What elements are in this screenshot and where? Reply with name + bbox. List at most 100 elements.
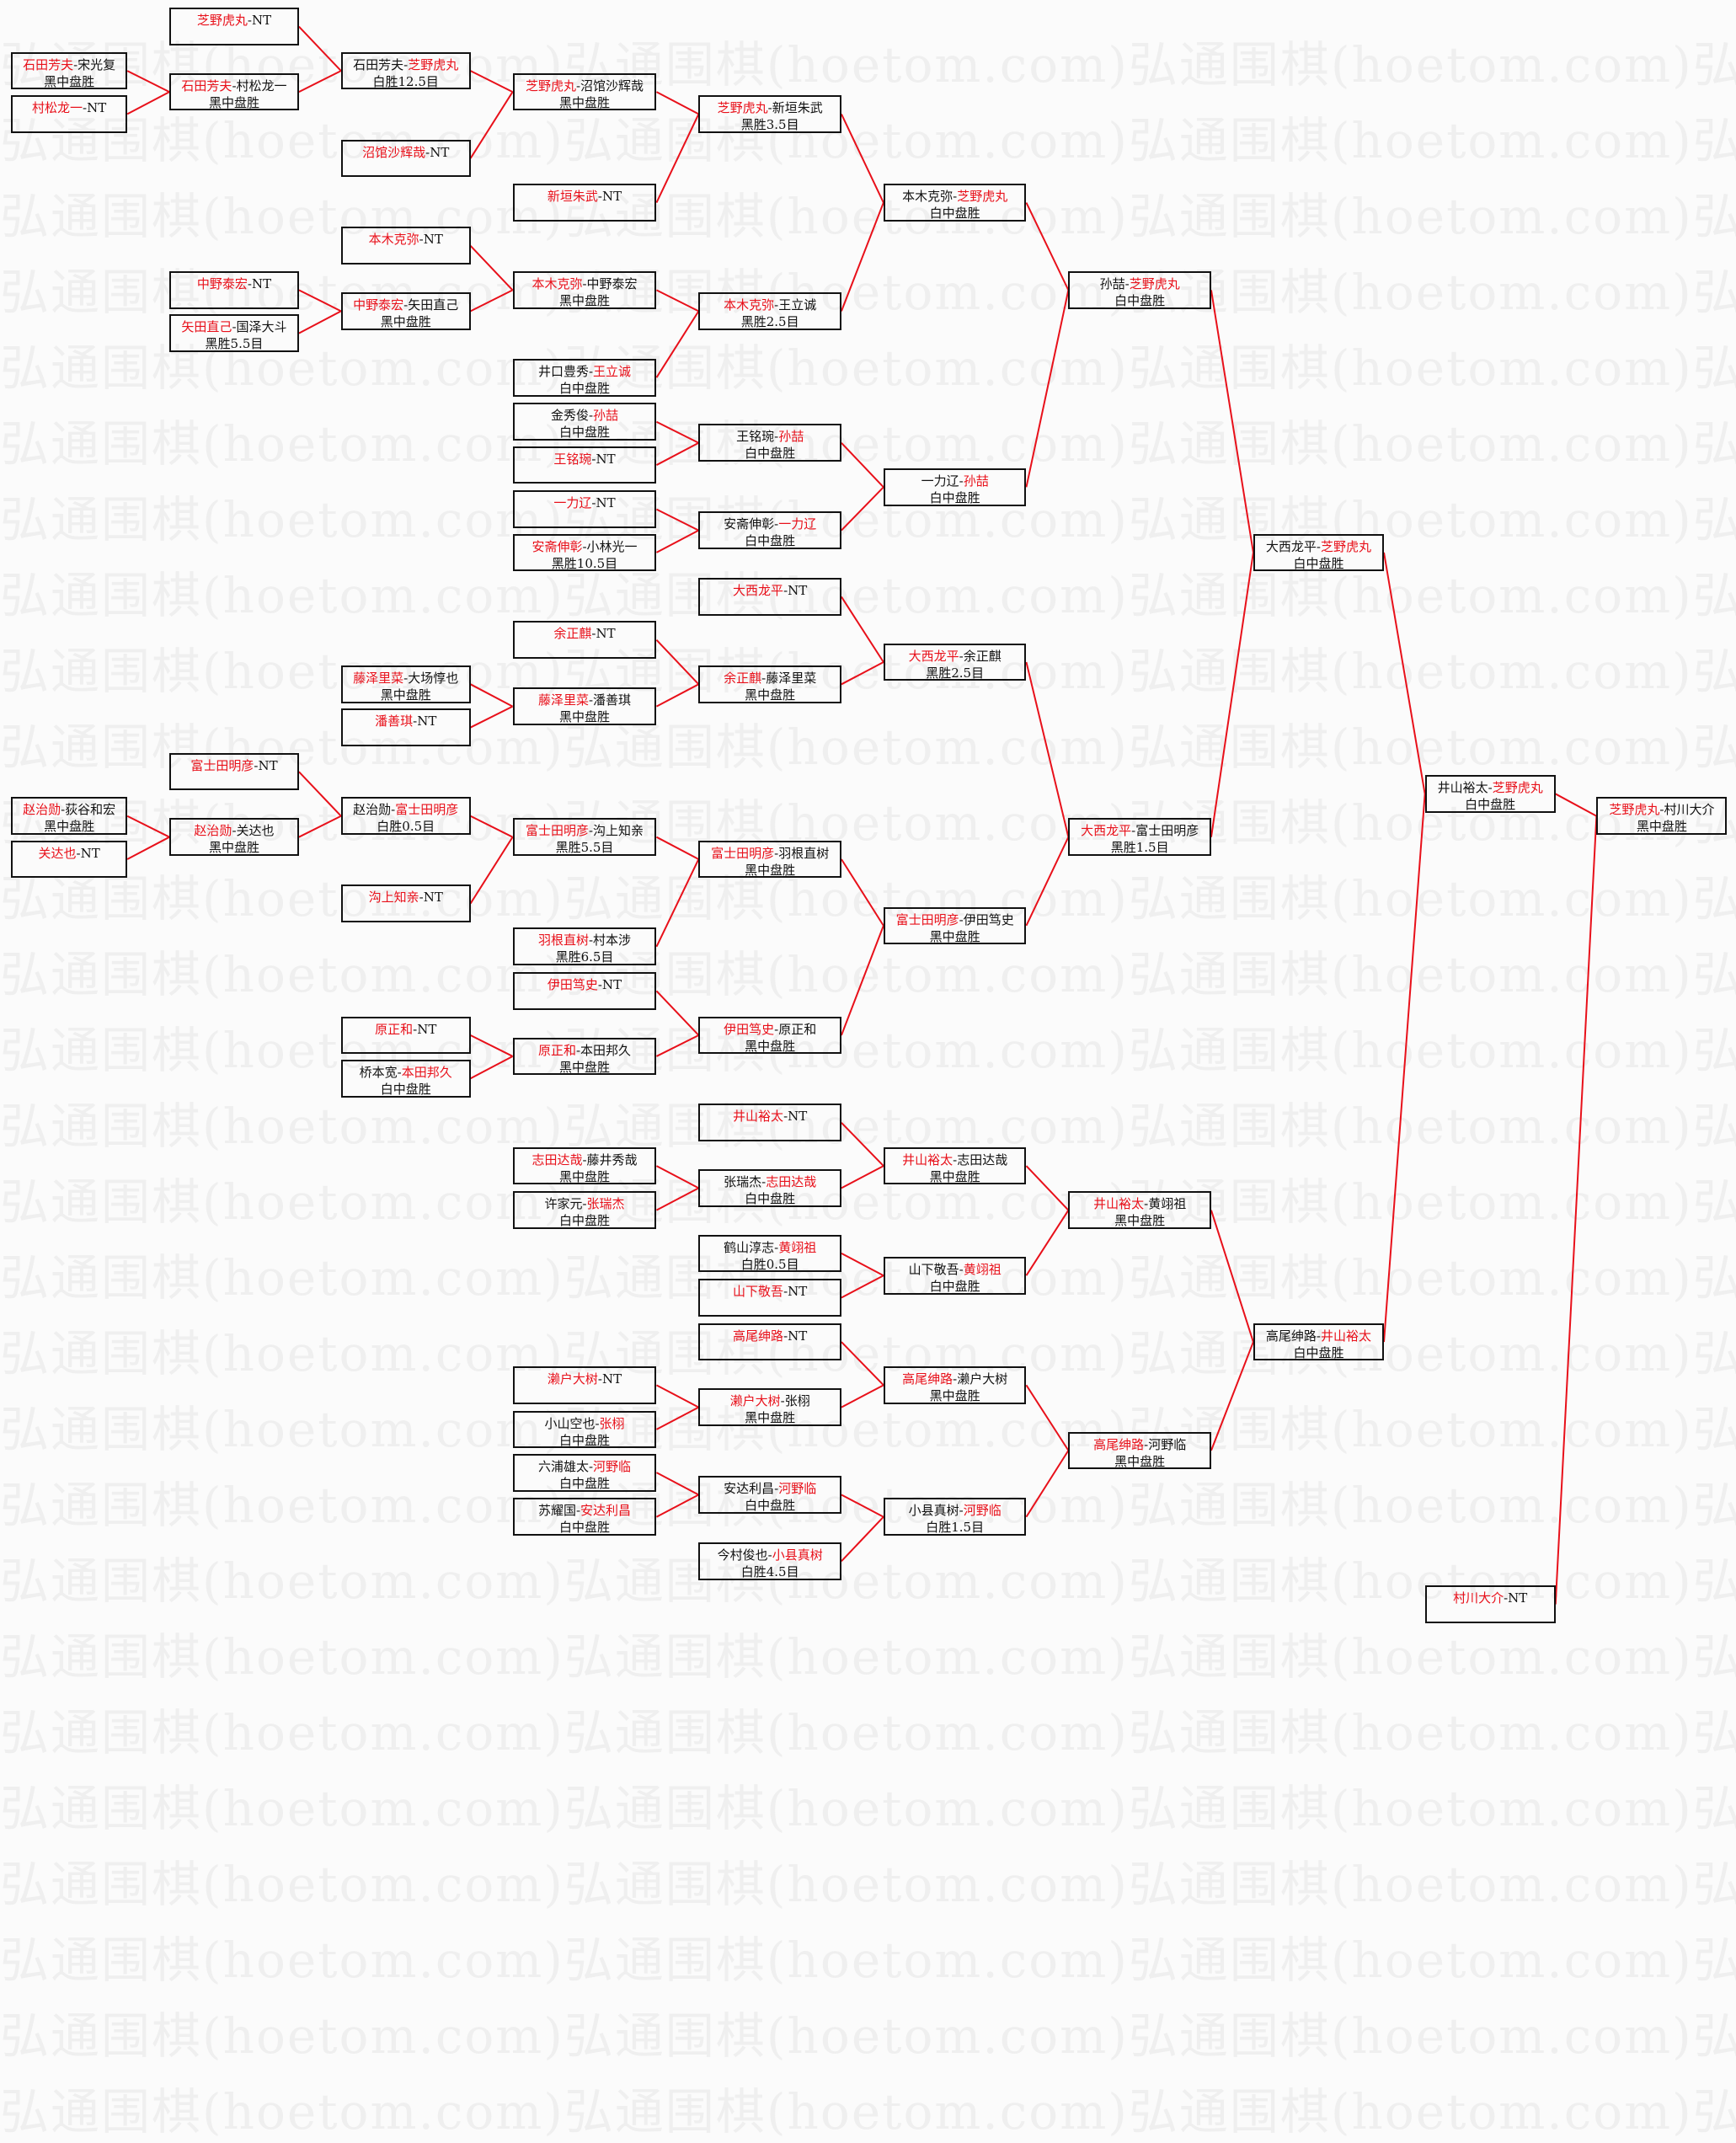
match-players: 石田芳夫-村松龙一 <box>171 77 297 94</box>
match-box: 石田芳夫-芝野虎丸 白胜12.5目 <box>340 51 471 90</box>
match-players: 六浦雄太-河野临 <box>515 1458 655 1475</box>
player-1: 志田达哉 <box>531 1152 583 1168</box>
match-box: 许家元-张瑞杰 白中盘胜 <box>512 1191 657 1229</box>
player-2: 沟上知亲 <box>593 823 644 839</box>
watermark-text: 弘通围棋(hoetom.com) <box>1692 1628 1736 1686</box>
player-1: 一力辽 <box>921 473 959 489</box>
watermark-text: 弘通围棋(hoetom.com) <box>1128 1856 1693 1913</box>
match-players: 井山裕太-黄翊祖 <box>1070 1195 1210 1212</box>
player-1: 富士田明彦 <box>525 823 589 839</box>
player-1: 本木克弥 <box>531 276 583 292</box>
separator: - <box>582 1196 587 1212</box>
player-1: 孙喆 <box>1099 276 1125 292</box>
player-2: 志田达哉 <box>957 1152 1008 1168</box>
separator: - <box>425 144 430 160</box>
connector-line <box>1210 1341 1254 1451</box>
watermark-row: 弘通围棋(hoetom.com)弘通围棋(hoetom.com)弘通围棋(hoe… <box>0 1996 1736 2067</box>
player-1: 大西龙平 <box>733 583 784 599</box>
match-players: 芝野虎丸-沼馆沙辉哉 <box>515 77 655 94</box>
player-1: 赵治勋 <box>353 802 392 818</box>
player-1: 矢田直己 <box>181 319 232 335</box>
connector-line <box>841 1494 884 1518</box>
match-box: 小山空也-张栩 白中盘胜 <box>512 1410 657 1449</box>
match-box: 藤泽里菜-潘善琪 黑中盘胜 <box>512 687 657 725</box>
match-result: 黑中盘胜 <box>44 819 95 835</box>
player-2: 王立诚 <box>593 363 632 379</box>
player-2: 小县真树 <box>772 1547 823 1563</box>
separator: - <box>774 845 779 861</box>
watermark-text: 弘通围棋(hoetom.com) <box>564 1856 1129 1913</box>
match-players: 富士田明彦-羽根直树 <box>700 845 840 862</box>
match-result: 黑中盘胜 <box>745 1410 796 1426</box>
match-box: 余正麒-藤泽里菜 黑中盘胜 <box>698 665 841 703</box>
player-1: 王铭琬 <box>553 451 592 467</box>
connector-line <box>655 441 699 466</box>
match-result: 黑中盘胜 <box>929 1387 980 1403</box>
match-box: 山下敬吾-NT <box>698 1279 841 1317</box>
player-1: 原正和 <box>375 1021 414 1037</box>
match-result: 黑中盘胜 <box>558 1168 610 1184</box>
match-result: 黑中盘胜 <box>44 73 95 89</box>
match-players: 濑户大树-NT <box>515 1371 655 1387</box>
match-box: 高尾绅路-NT <box>698 1323 841 1361</box>
match-result: 白中盘胜 <box>558 1520 610 1536</box>
match-result: 白中盘胜 <box>558 425 610 441</box>
watermark-row: 弘通围棋(hoetom.com)弘通围棋(hoetom.com)弘通围棋(hoe… <box>0 1769 1736 1840</box>
player-1: 原正和 <box>537 1042 576 1058</box>
separator: - <box>582 1152 587 1168</box>
player-1: 小山空也 <box>544 1415 596 1431</box>
separator: - <box>767 1547 772 1563</box>
match-players: 藤泽里菜-潘善琪 <box>515 692 655 708</box>
watermark-text: 弘通围棋(hoetom.com) <box>0 1704 564 1761</box>
connector-line <box>841 661 884 686</box>
connector-line <box>655 289 699 313</box>
match-box: 新垣朱武-NT <box>512 184 657 222</box>
separator: - <box>61 802 66 818</box>
match-box: 本木克弥-王立诚 黑胜2.5目 <box>698 292 841 330</box>
match-result: 白胜1.5目 <box>926 1520 985 1536</box>
player-1: 羽根直树 <box>537 933 589 949</box>
separator: - <box>76 845 81 861</box>
separator: - <box>774 1481 779 1497</box>
watermark-row: 弘通围棋(hoetom.com)弘通围棋(hoetom.com)弘通围棋(hoe… <box>0 1693 1736 1764</box>
separator: - <box>397 1064 402 1080</box>
connector-line <box>841 858 884 927</box>
match-result: 白胜12.5目 <box>372 73 439 89</box>
separator: - <box>761 670 767 686</box>
connector-line <box>469 836 514 905</box>
match-players: 山下敬吾-黄翊祖 <box>885 1261 1025 1278</box>
player-1: 石田芳夫 <box>181 77 232 94</box>
player-2: 黄翊祖 <box>963 1261 1002 1277</box>
match-box: 赵治勋-荻谷和宏 黑中盘胜 <box>11 797 128 836</box>
watermark-text: 弘通围棋(hoetom.com) <box>564 1932 1129 1989</box>
match-box: 羽根直树-村本涉 黑胜6.5目 <box>512 927 657 966</box>
player-2: NT <box>788 1328 808 1344</box>
separator: - <box>73 56 78 72</box>
player-2: 孙喆 <box>778 429 804 445</box>
player-1: 关达也 <box>38 845 77 861</box>
player-2: 芝野虎丸 <box>1129 276 1180 292</box>
match-result: 黑中盘胜 <box>558 1059 610 1075</box>
watermark-text: 弘通围棋(hoetom.com) <box>1692 2007 1736 2065</box>
player-2: 河野临 <box>1148 1436 1187 1452</box>
watermark-text: 弘通围棋(hoetom.com) <box>0 1932 564 1989</box>
player-1: 中野泰宏 <box>353 297 404 313</box>
separator: - <box>591 495 596 511</box>
player-2: 张栩 <box>784 1393 810 1409</box>
watermark-text: 弘通围棋(hoetom.com) <box>564 1780 1129 1837</box>
player-2: NT <box>423 232 443 248</box>
match-players: 本木克弥-中野泰宏 <box>515 275 655 292</box>
player-1: 张瑞杰 <box>724 1174 762 1190</box>
watermark-text: 弘通围棋(hoetom.com) <box>564 1704 1129 1761</box>
connector-line <box>655 990 700 1036</box>
connector-line <box>298 289 342 313</box>
player-2: NT <box>258 757 278 773</box>
match-players: 本木克弥-芝野虎丸 <box>885 188 1025 205</box>
match-result: 白中盘胜 <box>929 206 980 222</box>
match-result: 黑胜1.5目 <box>1110 840 1169 856</box>
match-players: 富士田明彦-伊田笃史 <box>885 911 1025 928</box>
match-players: 关达也-NT <box>13 845 126 862</box>
match-box: 本木克弥-芝野虎丸 白中盘胜 <box>883 184 1027 222</box>
match-players: 井山裕太-志田达哉 <box>885 1152 1025 1168</box>
match-players: 原正和-本田邦久 <box>515 1042 655 1059</box>
